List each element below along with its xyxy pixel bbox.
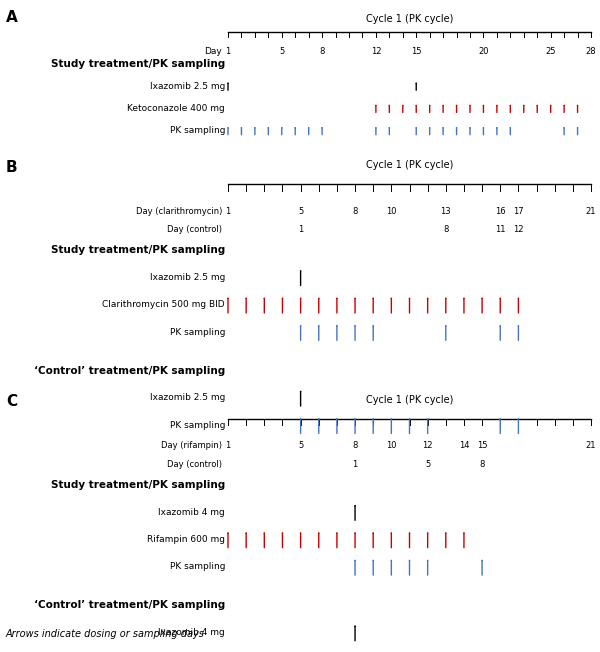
Text: 1: 1	[226, 441, 230, 451]
Text: Ixazomib 2.5 mg: Ixazomib 2.5 mg	[149, 82, 225, 91]
Text: Ixazomib 4 mg: Ixazomib 4 mg	[158, 508, 225, 516]
Text: Study treatment/PK sampling: Study treatment/PK sampling	[51, 480, 225, 490]
Text: Day (clarithromycin): Day (clarithromycin)	[136, 207, 222, 216]
Text: 12: 12	[513, 225, 524, 234]
Text: 20: 20	[478, 47, 488, 55]
Text: 10: 10	[386, 441, 397, 451]
Text: Study treatment/PK sampling: Study treatment/PK sampling	[51, 59, 225, 69]
Text: Clarithromycin 500 mg BID: Clarithromycin 500 mg BID	[103, 301, 225, 309]
Text: 1: 1	[298, 225, 303, 234]
Text: 11: 11	[495, 225, 505, 234]
Text: ‘Control’ treatment/PK sampling: ‘Control’ treatment/PK sampling	[34, 366, 225, 376]
Text: 8: 8	[443, 225, 448, 234]
Text: 15: 15	[477, 441, 487, 451]
Text: Rifampin 600 mg: Rifampin 600 mg	[147, 535, 225, 544]
Text: 13: 13	[440, 207, 451, 216]
Text: 5: 5	[298, 441, 303, 451]
Text: 8: 8	[479, 460, 485, 469]
Text: Ixazomib 2.5 mg: Ixazomib 2.5 mg	[149, 393, 225, 402]
Text: 15: 15	[411, 47, 421, 55]
Text: PK sampling: PK sampling	[170, 563, 225, 571]
Text: B: B	[6, 160, 17, 175]
Text: Cycle 1 (PK cycle): Cycle 1 (PK cycle)	[366, 395, 453, 405]
Text: Arrows indicate dosing or sampling days: Arrows indicate dosing or sampling days	[6, 629, 205, 639]
Text: 10: 10	[386, 207, 397, 216]
Text: 8: 8	[319, 47, 325, 55]
Text: 14: 14	[459, 441, 469, 451]
Text: 28: 28	[586, 47, 596, 55]
Text: Day (rifampin): Day (rifampin)	[161, 441, 222, 451]
Text: 8: 8	[352, 441, 358, 451]
Text: 5: 5	[279, 47, 284, 55]
Text: C: C	[6, 394, 17, 409]
Text: 17: 17	[513, 207, 524, 216]
Text: PK sampling: PK sampling	[170, 126, 225, 135]
Text: 25: 25	[545, 47, 556, 55]
Text: 16: 16	[495, 207, 506, 216]
Text: Cycle 1 (PK cycle): Cycle 1 (PK cycle)	[366, 14, 453, 23]
Text: Ixazomib 4 mg: Ixazomib 4 mg	[158, 628, 225, 637]
Text: Ketoconazole 400 mg: Ketoconazole 400 mg	[127, 104, 225, 113]
Text: Cycle 1 (PK cycle): Cycle 1 (PK cycle)	[366, 160, 453, 170]
Text: 12: 12	[422, 441, 433, 451]
Text: 8: 8	[352, 207, 358, 216]
Text: Day: Day	[204, 47, 222, 55]
Text: 21: 21	[586, 441, 596, 451]
Text: 21: 21	[586, 207, 596, 216]
Text: 12: 12	[371, 47, 381, 55]
Text: PK sampling: PK sampling	[170, 328, 225, 336]
Text: Study treatment/PK sampling: Study treatment/PK sampling	[51, 245, 225, 255]
Text: 1: 1	[226, 207, 230, 216]
Text: PK sampling: PK sampling	[170, 421, 225, 430]
Text: Ixazomib 2.5 mg: Ixazomib 2.5 mg	[149, 273, 225, 282]
Text: ‘Control’ treatment/PK sampling: ‘Control’ treatment/PK sampling	[34, 600, 225, 610]
Text: Day (control): Day (control)	[167, 460, 222, 469]
Text: 1: 1	[226, 47, 230, 55]
Text: 5: 5	[425, 460, 430, 469]
Text: 5: 5	[298, 207, 303, 216]
Text: 1: 1	[352, 460, 358, 469]
Text: Day (control): Day (control)	[167, 225, 222, 234]
Text: A: A	[6, 10, 18, 25]
